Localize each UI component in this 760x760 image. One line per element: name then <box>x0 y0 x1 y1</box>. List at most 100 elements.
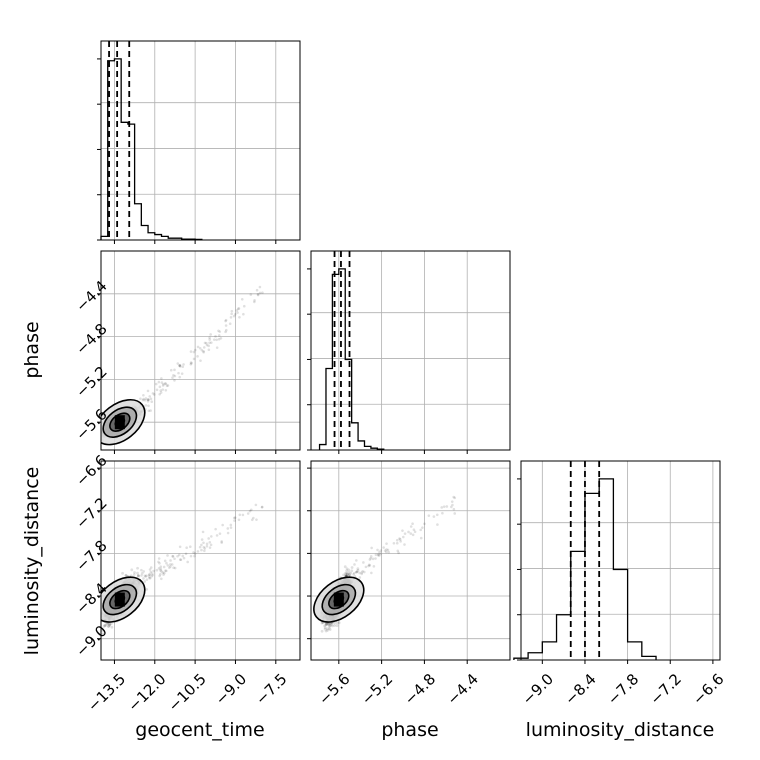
sample-point <box>110 625 114 629</box>
sample-point <box>214 527 217 531</box>
sample-point <box>202 346 206 349</box>
sample-point <box>169 559 172 562</box>
sample-point <box>326 628 329 632</box>
sample-point <box>162 382 165 386</box>
sample-point <box>192 350 196 354</box>
sample-point <box>165 561 168 565</box>
sample-point <box>208 341 211 345</box>
sample-point <box>161 388 165 391</box>
sample-point <box>205 542 209 546</box>
sample-point <box>108 623 112 627</box>
sample-point <box>350 569 354 573</box>
sample-point <box>229 526 233 529</box>
sample-point <box>161 571 165 574</box>
sample-point <box>258 291 262 295</box>
sample-point <box>102 625 106 628</box>
sample-point <box>224 328 228 332</box>
sample-point <box>182 363 185 366</box>
sample-point <box>192 357 196 361</box>
sample-point <box>169 563 172 566</box>
sample-point <box>103 623 107 627</box>
sample-point <box>164 569 167 572</box>
sample-point <box>215 338 218 342</box>
sample-point <box>356 568 360 572</box>
sample-point <box>142 393 145 397</box>
sample-point <box>217 334 221 337</box>
sample-point <box>172 373 175 377</box>
sample-point <box>130 568 134 572</box>
contour-peak <box>114 415 125 430</box>
sample-point <box>147 409 151 413</box>
sample-point <box>193 554 196 558</box>
panel-background <box>101 461 300 660</box>
sample-point <box>325 627 329 631</box>
sample-point <box>172 566 175 570</box>
sample-point <box>152 569 155 573</box>
sample-point <box>101 632 105 636</box>
sample-point <box>242 304 246 308</box>
sample-point <box>224 318 228 322</box>
sample-point <box>133 571 136 574</box>
sample-point <box>181 365 185 369</box>
sample-point <box>190 361 193 365</box>
sample-point <box>193 552 197 555</box>
sample-point <box>180 372 184 375</box>
sample-point <box>168 566 171 569</box>
sample-point <box>162 573 165 576</box>
sample-point <box>198 346 202 350</box>
sample-point <box>142 570 146 573</box>
sample-point <box>237 518 241 522</box>
sample-point <box>241 513 245 517</box>
sample-point <box>232 314 236 318</box>
sample-point <box>147 575 151 578</box>
panel-background <box>311 461 510 660</box>
sample-point <box>178 545 182 549</box>
sample-point <box>327 623 331 626</box>
sample-point <box>173 566 177 570</box>
sample-point <box>199 359 202 362</box>
sample-point <box>214 335 217 338</box>
sample-point <box>143 398 147 402</box>
sample-point <box>107 624 111 628</box>
sample-point <box>136 574 140 577</box>
sample-point <box>220 540 223 543</box>
sample-point <box>145 574 148 577</box>
scatter-panel-phase-vs-geocent_time <box>97 250 301 454</box>
sample-point <box>157 557 161 560</box>
hist-panel-geocent_time <box>97 40 301 244</box>
sample-point <box>335 624 339 628</box>
sample-point <box>260 505 264 509</box>
sample-point <box>337 621 341 625</box>
sample-point <box>209 333 212 336</box>
sample-point <box>224 330 227 334</box>
hist-panel-luminosity_distance <box>513 460 721 664</box>
sample-point <box>149 397 153 401</box>
sample-point <box>145 578 149 581</box>
sample-point <box>148 395 152 398</box>
sample-point <box>163 571 166 575</box>
sample-point <box>159 567 163 571</box>
sample-point <box>255 288 259 292</box>
sample-point <box>188 545 192 548</box>
sample-point <box>208 338 212 341</box>
panel-background <box>311 251 510 450</box>
sample-point <box>208 540 212 544</box>
scatter-panel-luminosity_distance-vs-geocent_time <box>97 460 301 664</box>
sample-point <box>149 566 153 569</box>
sample-point <box>146 398 150 401</box>
sample-point <box>226 527 230 530</box>
sample-point <box>221 523 224 527</box>
hist-panel-phase <box>307 250 511 454</box>
sample-point <box>218 330 222 333</box>
sample-point <box>148 568 152 571</box>
sample-point <box>136 566 139 570</box>
sample-point <box>170 563 174 566</box>
sample-point <box>207 348 211 352</box>
sample-point <box>205 343 209 347</box>
sample-point <box>189 361 193 364</box>
sample-point <box>144 404 148 407</box>
sample-point <box>173 379 176 382</box>
sample-point <box>173 557 176 561</box>
sample-point <box>189 362 193 366</box>
sample-point <box>220 541 223 544</box>
